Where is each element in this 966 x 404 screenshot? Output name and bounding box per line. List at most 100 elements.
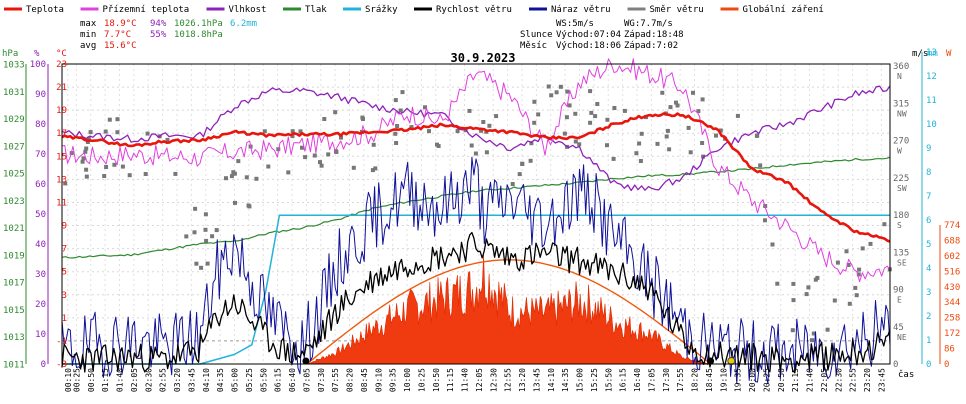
axis-tick-ms: 2 [926, 312, 931, 322]
wind-direction-point [398, 108, 403, 113]
axis-tick-temp: 7 [62, 245, 67, 255]
wind-direction-point [665, 128, 670, 133]
x-tick-label: 23:45 [877, 368, 886, 392]
axis-tick-ms: 4 [926, 264, 931, 274]
wind-direction-point [532, 99, 537, 104]
wind-direction-point [835, 260, 840, 265]
x-tick-label: 10:50 [432, 368, 441, 392]
axis-tick-hpa: 1019 [3, 251, 25, 261]
axis-tick-pct: 70 [35, 150, 46, 160]
wind-direction-point [194, 261, 199, 266]
x-tick-label: 12:55 [504, 368, 513, 392]
axis-tick-wm: 258 [944, 314, 960, 324]
x-tick-label: 18:20 [691, 368, 700, 392]
wind-direction-point [700, 141, 705, 145]
wind-direction-point [674, 100, 678, 105]
moonrise-marker [727, 357, 736, 365]
wind-direction-point [528, 158, 533, 163]
wind-direction-point [595, 102, 600, 106]
x-tick-label: 07:30 [317, 368, 326, 392]
wind-direction-point [127, 173, 132, 178]
x-tick-label: 17:30 [662, 368, 671, 392]
x-tick-label: 17:05 [647, 368, 656, 392]
wind-direction-point [510, 182, 515, 186]
x-tick-label: 00:10 [64, 368, 73, 392]
axis-tick-dir: 90 [893, 286, 904, 296]
x-tick-label: 13:20 [518, 368, 527, 392]
axis-tick-ms: 10 [926, 120, 937, 130]
wind-direction-point [882, 222, 887, 227]
wind-direction-point [622, 108, 627, 113]
axis-tick-pct: 50 [35, 210, 46, 220]
axis-tick-temp: 21 [56, 83, 67, 93]
wind-direction-point [203, 212, 208, 217]
wind-direction-point [214, 228, 219, 233]
wind-direction-point [199, 265, 204, 270]
wind-direction-point [567, 103, 572, 108]
x-tick-label: 14:35 [561, 368, 570, 392]
wind-direction-point [455, 129, 460, 134]
wind-direction-point [254, 176, 259, 181]
wind-direction-point [224, 176, 228, 181]
x-tick-label: 20:50 [777, 368, 786, 392]
wind-direction-point [853, 285, 858, 290]
wind-direction-point [605, 143, 609, 148]
axis-tick-hpa: 1031 [3, 88, 25, 98]
wind-direction-point [763, 218, 767, 223]
wind-direction-point [467, 108, 472, 113]
wind-direction-point [339, 135, 343, 140]
wind-direction-point [847, 301, 852, 306]
x-tick-label: 03:20 [173, 368, 182, 392]
x-tick-label: 19:35 [734, 368, 743, 392]
axis-tick-temp: 3 [62, 291, 67, 301]
axis-tick-dir: 360 [893, 62, 909, 72]
wind-direction-point [688, 150, 693, 155]
wind-direction-point [85, 140, 90, 144]
wind-direction-point [588, 120, 593, 125]
series-temperature [61, 112, 891, 243]
wind-direction-point [846, 263, 851, 267]
axis-unit-dir: m/s [912, 49, 928, 59]
axis-tick-temp: 17 [56, 129, 67, 139]
axis-tick-temp: -3 [56, 360, 67, 370]
axis-tick-dir-label: SE [897, 258, 907, 267]
wind-direction-point [80, 159, 85, 164]
axis-unit-temp: °C [56, 49, 67, 59]
x-tick-label: 16:15 [619, 368, 628, 392]
axis-tick-dir: 270 [893, 137, 909, 147]
axis-tick-wm: 0 [944, 360, 949, 370]
axis-tick-ms: 0 [926, 360, 931, 370]
axis-tick-pct: 90 [35, 90, 46, 100]
x-tick-label: 11:15 [446, 368, 455, 392]
moon-rise: Východ:18:06 [556, 41, 621, 51]
axis-tick-wm: 172 [944, 329, 960, 339]
axis-tick-hpa: 1015 [3, 306, 25, 316]
x-tick-label: 15:00 [576, 368, 585, 392]
axis-tick-temp: 15 [56, 152, 67, 162]
wind-direction-point [319, 163, 324, 168]
axes: 00:10 00:25 00:50 01:15 01:40 02:05 02:30 02:55… [2, 48, 960, 392]
wind-direction-point [318, 160, 322, 165]
wind-direction-point [334, 150, 339, 154]
wind-direction-point [236, 159, 241, 164]
wind-direction-point [115, 130, 120, 135]
wind-direction-point [473, 151, 478, 156]
wind-direction-point [233, 200, 237, 205]
wind-direction-point [204, 238, 209, 243]
axis-tick-wm: 688 [944, 236, 960, 246]
wind-direction-point [790, 328, 795, 333]
wind-direction-point [856, 272, 861, 277]
wind-direction-point [298, 129, 303, 134]
stats-value: avg [80, 41, 96, 51]
wind-direction-point [718, 128, 723, 133]
wind-direction-point [290, 129, 295, 134]
wind-direction-point [668, 105, 673, 110]
wind-direction-point [63, 181, 68, 186]
wind-direction-point [203, 227, 208, 232]
axis-unit-pct: % [34, 49, 40, 59]
wind-direction-point [675, 103, 680, 108]
axis-tick-pct: 40 [35, 240, 46, 250]
x-tick-label: 19:10 [719, 368, 728, 392]
wind-direction-point [755, 133, 760, 138]
wind-direction-point [549, 93, 554, 98]
